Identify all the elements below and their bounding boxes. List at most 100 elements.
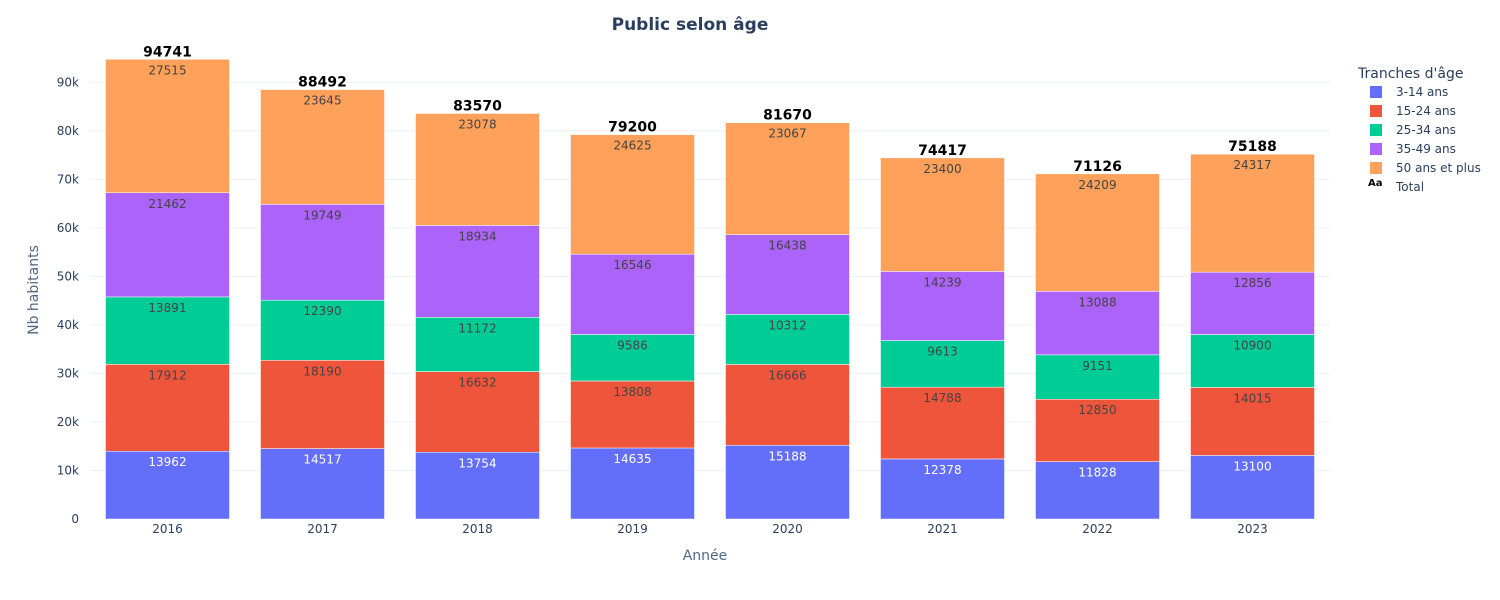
bar-value-label: 14788: [923, 391, 961, 405]
bar-value-label: 21462: [148, 197, 186, 211]
x-tick-label: 2016: [152, 522, 183, 536]
bar-value-label: 23645: [303, 94, 341, 108]
bar-value-label: 27515: [148, 63, 186, 77]
bar-value-label: 14517: [303, 453, 341, 467]
x-tick-label: 2021: [927, 522, 958, 536]
x-tick-label: 2023: [1237, 522, 1268, 536]
legend-swatch[interactable]: [1370, 105, 1382, 117]
legend-item-label[interactable]: 50 ans et plus: [1396, 161, 1481, 175]
bar-segment: [1035, 291, 1160, 356]
legend-text-symbol-icon[interactable]: Aa: [1368, 178, 1383, 189]
bar-value-label: 16546: [613, 258, 651, 272]
bar-segment: [570, 134, 695, 255]
bar-value-label: 12856: [1233, 276, 1271, 290]
bar-segment: [570, 334, 695, 382]
bar-segment: [415, 113, 540, 226]
bar-segment: [1190, 455, 1315, 520]
bar-segment: [725, 234, 850, 315]
x-tick-label: 2020: [772, 522, 803, 536]
bar-value-label: 11828: [1078, 466, 1116, 480]
y-tick-label: 10k: [57, 463, 79, 477]
bar-value-label: 17912: [148, 368, 186, 382]
bar-segment: [725, 122, 850, 235]
total-label: 83570: [453, 98, 502, 114]
bar-value-label: 14239: [923, 275, 961, 289]
bar-segment: [1190, 387, 1315, 456]
bar-value-label: 9586: [617, 338, 648, 352]
chart-title: Public selon âge: [612, 15, 769, 35]
bar-value-label: 15188: [768, 449, 806, 463]
bar-segment: [725, 445, 850, 520]
legend-item-label[interactable]: Total: [1395, 180, 1424, 194]
bar-segment: [880, 340, 1005, 388]
x-tick-label: 2019: [617, 522, 648, 536]
legend-items: 3-14 ans 15-24 ans 25-34 ans 35-49 ans 50 an…: [1368, 85, 1481, 194]
axis-layer: 0 10k 20k 30k 40k 50k 60k 70k 80k 90k 2016 2017 2018…: [57, 75, 1268, 536]
bars-layer: [105, 59, 1315, 520]
total-label: 81670: [763, 108, 812, 124]
bar-value-label: 18190: [303, 364, 341, 378]
legend-swatch[interactable]: [1370, 162, 1382, 174]
total-label: 75188: [1228, 139, 1277, 155]
legend-item-label[interactable]: 25-34 ans: [1396, 123, 1456, 137]
bar-value-label: 9613: [927, 345, 958, 359]
bar-segment: [105, 296, 230, 365]
bar-segment: [1190, 334, 1315, 388]
legend-swatch[interactable]: [1370, 86, 1382, 98]
total-label: 74417: [918, 143, 967, 159]
bar-value-label: 12850: [1078, 403, 1116, 417]
y-tick-label: 90k: [57, 75, 79, 89]
legend-title: Tranches d'âge: [1357, 66, 1463, 82]
bar-value-label: 13100: [1233, 459, 1271, 473]
bar-segment: [260, 448, 385, 520]
bar-segment: [1190, 271, 1315, 335]
legend: Tranches d'âge 3-14 ans 15-24 ans 25-34 an…: [1357, 66, 1481, 194]
bar-labels-layer: 13962 17912 13891 21462 27515 94741 14517 18190…: [143, 44, 1277, 479]
bar-segment: [415, 452, 540, 520]
bar-segment: [105, 450, 230, 520]
bar-value-label: 18934: [458, 229, 496, 243]
x-tick-label: 2022: [1082, 522, 1113, 536]
bar-value-label: 13088: [1078, 295, 1116, 309]
bar-value-label: 23078: [458, 117, 496, 131]
legend-item-label[interactable]: 35-49 ans: [1396, 142, 1456, 156]
bar-value-label: 10312: [768, 318, 806, 332]
bar-value-label: 12390: [303, 304, 341, 318]
bar-segment: [260, 89, 385, 205]
bar-value-label: 23400: [923, 162, 961, 176]
y-axis-title: Nb habitants: [26, 245, 42, 335]
legend-swatch[interactable]: [1370, 143, 1382, 155]
bar-segment: [1035, 398, 1160, 462]
y-tick-label: 80k: [57, 124, 79, 138]
bar-segment: [105, 364, 230, 452]
legend-item-label[interactable]: 3-14 ans: [1396, 85, 1448, 99]
legend-swatch[interactable]: [1370, 124, 1382, 136]
bar-segment: [880, 386, 1005, 460]
bar-segment: [880, 271, 1005, 341]
y-tick-label: 0: [71, 512, 79, 526]
bar-value-label: 11172: [458, 321, 496, 335]
bar-segment: [260, 360, 385, 449]
bar-segment: [880, 157, 1005, 272]
legend-item-label[interactable]: 15-24 ans: [1396, 104, 1456, 118]
y-tick-label: 50k: [57, 269, 79, 283]
bar-segment: [570, 380, 695, 449]
bar-segment: [260, 204, 385, 301]
bar-segment: [725, 364, 850, 446]
bar-value-label: 10900: [1233, 339, 1271, 353]
bar-segment: [725, 314, 850, 365]
x-tick-label: 2018: [462, 522, 493, 536]
bar-segment: [415, 225, 540, 318]
bar-segment: [105, 59, 230, 194]
bar-segment: [105, 192, 230, 298]
bar-value-label: 24317: [1233, 158, 1271, 172]
total-label: 79200: [608, 120, 657, 136]
y-tick-label: 70k: [57, 172, 79, 186]
y-tick-label: 40k: [57, 318, 79, 332]
bar-value-label: 16632: [458, 376, 496, 390]
bar-value-label: 13754: [458, 456, 496, 470]
bar-value-label: 13808: [613, 385, 651, 399]
bar-value-label: 9151: [1082, 359, 1113, 373]
